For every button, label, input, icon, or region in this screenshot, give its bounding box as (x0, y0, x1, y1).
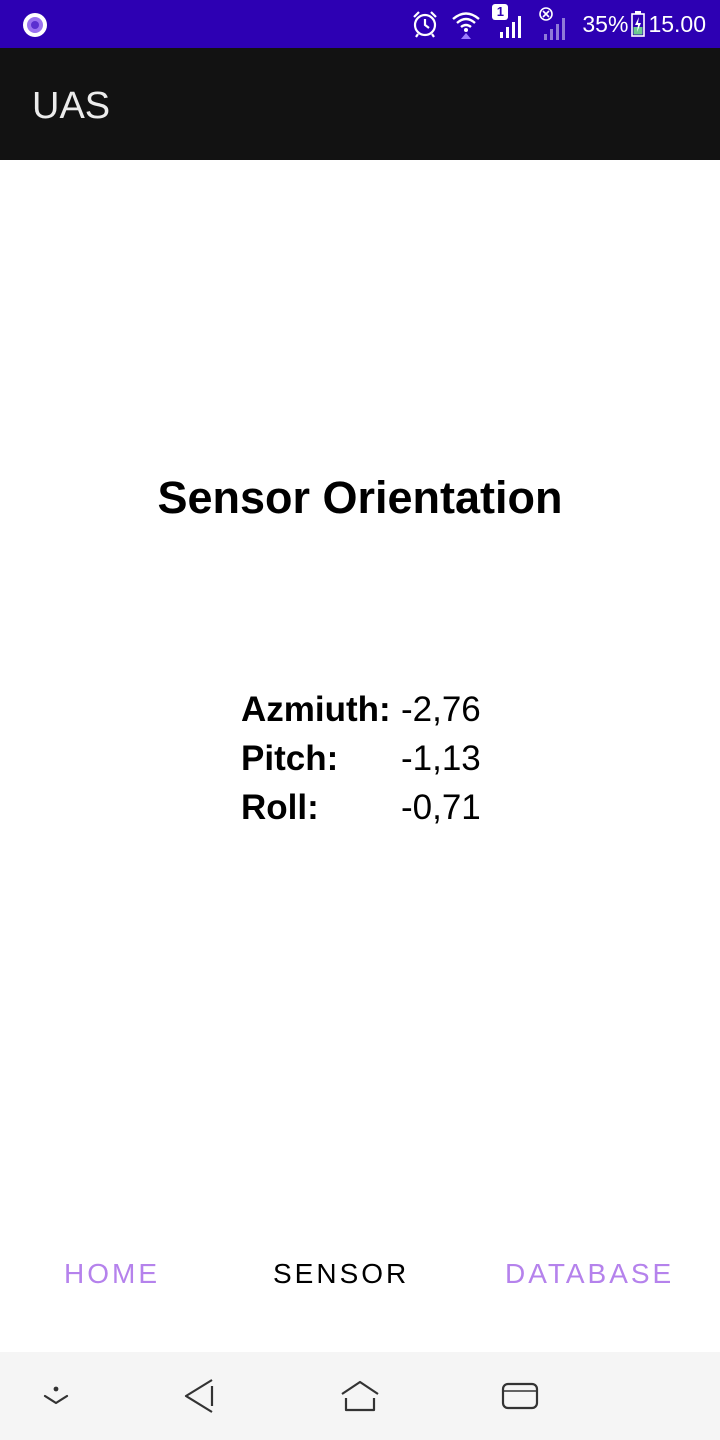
app-notification-icon (23, 13, 47, 37)
app-bar: UAS (0, 48, 720, 160)
status-time: 15.00 (648, 10, 706, 37)
alarm-icon (413, 11, 438, 38)
recents-button[interactable] (498, 1376, 542, 1416)
wifi-icon (452, 12, 481, 39)
pitch-value: -1,13 (401, 739, 481, 778)
tab-home[interactable]: HOME (64, 1258, 160, 1289)
signal-sim1-icon (500, 16, 522, 38)
tab-sensor[interactable]: SENSOR (273, 1258, 410, 1289)
signal-sim1: 1 (492, 4, 528, 42)
battery-group: 35% 15.00 (582, 11, 706, 38)
bottom-tabs: HOME SENSOR DATABASE (0, 1240, 720, 1310)
tab-database[interactable]: DATABASE (505, 1258, 675, 1289)
recents-icon (501, 1382, 539, 1410)
orientation-readings: Azmiuth: -2,76 Pitch: -1,13 Roll: -0,71 (241, 686, 541, 833)
azimuth-value: -2,76 (401, 690, 481, 729)
system-nav-bar (0, 1352, 720, 1440)
page-heading: Sensor Orientation (157, 472, 563, 523)
back-icon (184, 1379, 214, 1413)
back-button[interactable] (178, 1376, 222, 1416)
signal-sim2-nosim-icon (539, 7, 566, 40)
roll-value: -0,71 (401, 788, 481, 827)
status-bar: 1 35% (0, 0, 720, 48)
reading-row-azimuth: Azmiuth: -2,76 (241, 686, 541, 735)
signal-sim2 (538, 6, 572, 42)
home-nav-button[interactable] (338, 1376, 382, 1416)
reading-row-roll: Roll: -0,71 (241, 784, 541, 833)
app-title: UAS (32, 85, 111, 127)
battery-percent: 35% (582, 10, 629, 37)
azimuth-label: Azmiuth: (241, 690, 391, 729)
battery-charging-icon (631, 11, 646, 37)
status-icons: 1 35% (410, 0, 706, 48)
pitch-label: Pitch: (241, 739, 339, 778)
reading-row-pitch: Pitch: -1,13 (241, 735, 541, 784)
collapse-icon (43, 1386, 69, 1405)
roll-label: Roll: (241, 788, 319, 827)
sim-badge: 1 (492, 4, 509, 20)
home-icon (341, 1380, 379, 1412)
collapse-button[interactable] (34, 1376, 78, 1416)
